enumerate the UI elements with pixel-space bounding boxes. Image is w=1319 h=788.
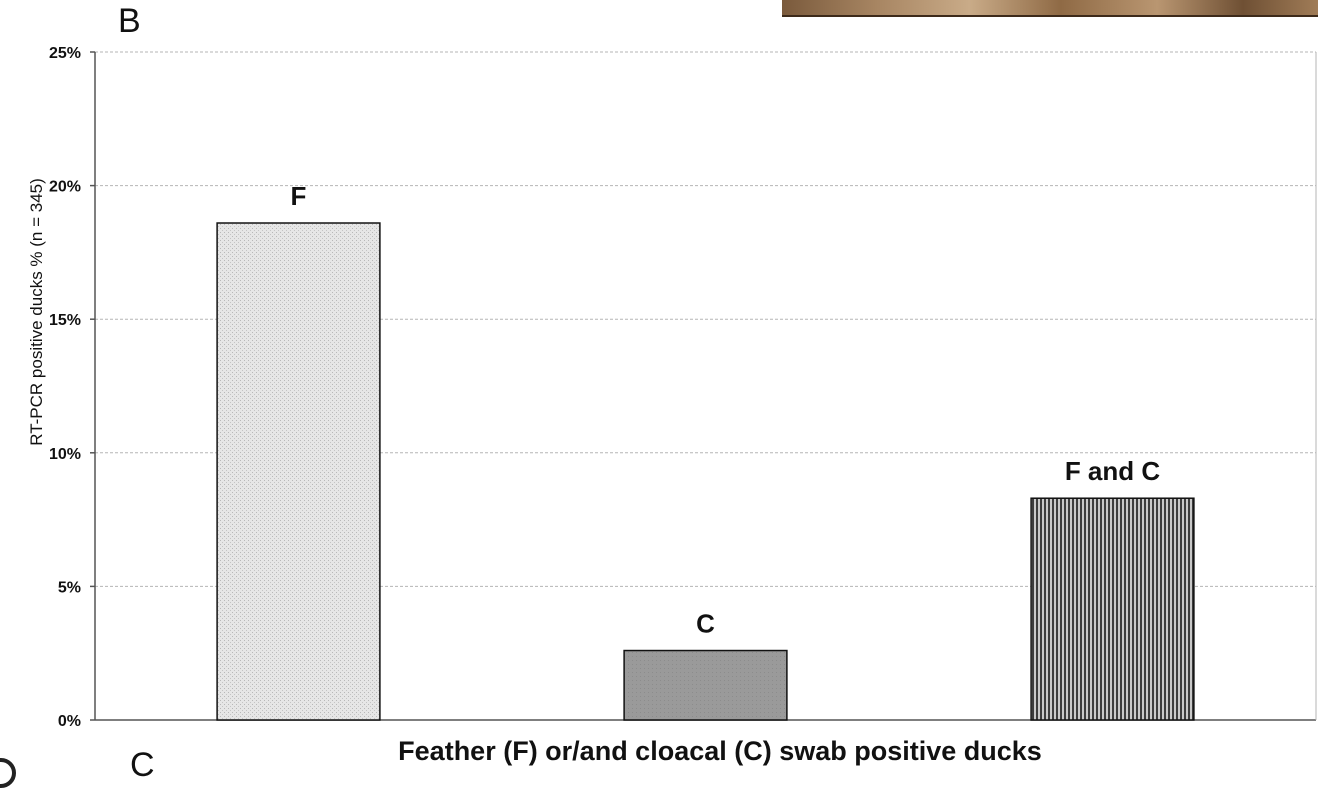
bar-category-label: C — [696, 609, 715, 639]
bar-labels: F C F and C — [291, 181, 1161, 639]
bar-1 — [216, 222, 381, 721]
y-tick-labels: 0% 5% 10% 15% 20% 25% — [49, 45, 95, 730]
bar-2 — [623, 649, 788, 721]
y-tick-label: 20% — [49, 179, 81, 196]
photo-inset — [782, 0, 1318, 17]
panel-label-b: B — [118, 2, 141, 40]
panel-label-c: C — [130, 746, 155, 784]
y-axis-title: RT-PCR positive ducks % (n = 345) — [27, 178, 46, 446]
x-axis-title: Feather (F) or/and cloacal (C) swab posi… — [398, 736, 1042, 766]
bar-3 — [1030, 497, 1195, 721]
y-tick-label: 5% — [58, 579, 81, 596]
grid-lines — [95, 51, 1316, 587]
y-tick-label: 25% — [49, 45, 81, 62]
bar-category-label: F — [291, 181, 307, 211]
y-tick-label: 15% — [49, 312, 81, 329]
bars — [216, 222, 1195, 721]
bar-category-label: F and C — [1065, 456, 1161, 486]
y-tick-label: 10% — [49, 446, 81, 463]
y-tick-label: 0% — [58, 713, 81, 730]
